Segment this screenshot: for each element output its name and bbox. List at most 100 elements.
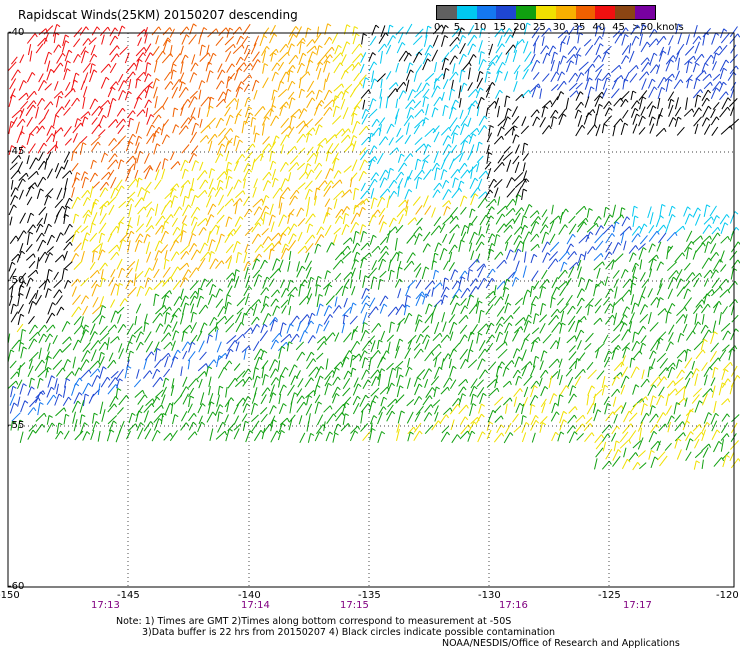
wind-barb-flag — [65, 40, 70, 44]
wind-barb — [109, 62, 117, 74]
wind-barb — [180, 45, 184, 56]
wind-barb-flag — [140, 285, 145, 289]
wind-barb — [88, 37, 97, 45]
wind-barb — [232, 44, 243, 54]
wind-barb — [25, 286, 31, 299]
wind-barb — [494, 396, 504, 406]
wind-barb — [37, 378, 41, 389]
wind-barb — [423, 412, 430, 422]
wind-barb — [18, 172, 27, 181]
wind-barb-flag — [319, 61, 324, 66]
wind-barb-flag — [703, 338, 708, 343]
wind-barb-flag — [176, 183, 180, 188]
wind-barb-flag — [247, 261, 252, 265]
wind-barb — [160, 244, 169, 253]
wind-barb — [656, 440, 661, 451]
wind-barb-flag — [724, 222, 729, 226]
wind-barb — [125, 141, 131, 152]
wind-barb — [99, 332, 110, 342]
wind-barb — [196, 295, 202, 308]
wind-barb — [622, 79, 625, 90]
wind-barb — [460, 424, 469, 435]
wind-barb — [584, 96, 590, 108]
wind-barb — [459, 195, 465, 207]
wind-barb — [118, 90, 124, 101]
wind-barb-flag — [659, 297, 664, 301]
wind-barb-flag — [33, 407, 37, 412]
wind-barb — [407, 426, 415, 435]
wind-barb — [61, 343, 72, 353]
wind-barb-flag — [122, 107, 126, 112]
wind-barb — [11, 253, 19, 262]
wind-barb — [26, 33, 36, 44]
wind-barb — [46, 125, 53, 136]
wind-barb — [460, 123, 465, 136]
wind-barb — [709, 357, 719, 368]
wind-barb — [261, 227, 269, 236]
wind-barb — [655, 215, 661, 228]
wind-barb — [72, 339, 79, 351]
wind-barb — [306, 351, 312, 362]
wind-barb — [145, 398, 154, 406]
wind-barb — [468, 54, 474, 64]
wind-barb-flag — [18, 155, 22, 159]
wind-barb — [333, 190, 343, 201]
wind-barb-flag — [158, 114, 162, 119]
wind-barb-flag — [708, 105, 712, 110]
wind-barb — [458, 27, 462, 37]
wind-barb — [637, 243, 646, 251]
wind-barb — [506, 198, 514, 208]
wind-barb — [620, 122, 626, 136]
wind-barb — [71, 230, 77, 243]
wind-barb — [730, 328, 737, 341]
wind-barb-flag — [725, 91, 729, 96]
wind-barb — [278, 214, 285, 227]
wind-barb-flag — [680, 278, 684, 282]
wind-barb-flag — [331, 46, 335, 51]
wind-barb — [189, 280, 199, 291]
wind-barb — [576, 72, 582, 82]
wind-barb-flag — [265, 303, 269, 307]
wind-barb — [467, 331, 472, 342]
wind-barb — [433, 386, 437, 398]
wind-barb-flag — [63, 267, 68, 271]
wind-barb — [630, 90, 634, 101]
wind-barb-flag — [281, 422, 286, 427]
wind-barb-flag — [248, 168, 253, 173]
wind-barb — [712, 259, 721, 271]
wind-barb — [730, 241, 739, 253]
wind-barb — [559, 211, 564, 224]
wind-barb — [161, 295, 167, 308]
wind-barb-flag — [383, 303, 388, 307]
wind-barb — [124, 366, 129, 379]
wind-barb — [350, 368, 353, 378]
wind-barb-flag — [12, 94, 16, 98]
wind-barb — [441, 312, 446, 323]
wind-barb — [74, 118, 78, 128]
wind-barb — [413, 377, 419, 387]
wind-barb-flag — [353, 112, 358, 116]
wind-barb-flag — [151, 351, 155, 356]
wind-barb — [269, 405, 274, 415]
wind-barb — [611, 388, 618, 397]
wind-barb-flag — [641, 398, 645, 403]
wind-barb — [497, 223, 505, 233]
wind-barb — [370, 78, 375, 90]
wind-barb-flag — [320, 226, 325, 231]
wind-barb-flag — [211, 250, 215, 254]
wind-barb-flag — [158, 26, 162, 31]
wind-barb — [551, 116, 554, 127]
wind-barb — [505, 403, 508, 414]
wind-barb — [144, 152, 150, 164]
wind-barb — [611, 375, 617, 386]
wind-barb-flag — [372, 98, 377, 102]
wind-barb — [79, 422, 85, 435]
wind-barb-flag — [481, 241, 485, 246]
wind-barb-flag — [410, 69, 414, 73]
wind-barb — [269, 48, 277, 57]
wind-barb — [55, 430, 62, 440]
wind-barb — [432, 125, 440, 134]
wind-barb — [341, 41, 348, 54]
wind-barb — [370, 276, 375, 290]
wind-barb — [17, 178, 24, 189]
